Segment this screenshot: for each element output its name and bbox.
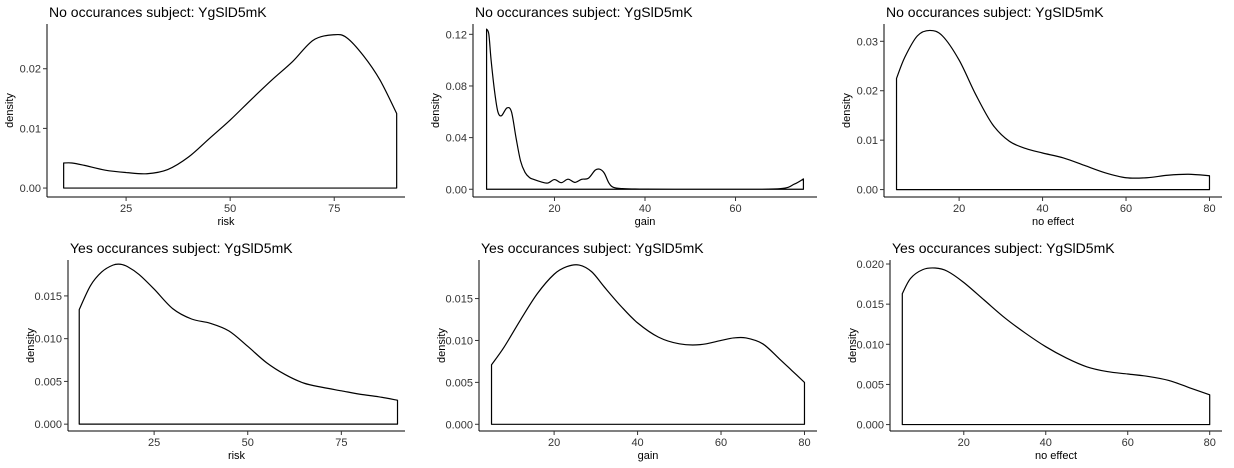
density-curve [901,267,1211,426]
density-curve [485,28,805,190]
y-tick-label: 0.00 [446,184,467,196]
x-tick-label: 50 [224,203,236,215]
y-tick-label: 0.000 [34,419,62,431]
y-tick-label: 0.01 [20,123,41,135]
y-axis-label: density [436,328,448,363]
y-axis-label: density [841,93,853,128]
x-tick-label: 40 [639,203,651,215]
y-tick-label: 0.010 [34,334,62,346]
x-axis-label: no effect [1035,450,1077,462]
x-tick-label: 25 [148,437,160,449]
y-tick-label: 0.00 [857,185,878,197]
panel-title: Yes occurances subject: YgSlD5mK [70,240,293,256]
x-axis-label: no effect [1032,216,1074,228]
x-tick-label: 20 [548,203,560,215]
y-tick-label: 0.000 [856,420,884,432]
x-tick-label: 75 [335,437,347,449]
x-tick-label: 80 [1204,437,1216,449]
y-tick-label: 0.005 [34,376,62,388]
y-tick-label: 0.015 [856,299,884,311]
density-panel-4: Yes occurances subject: YgSlD5mK 25 50 75 0.… [25,240,405,462]
y-tick-label: 0.04 [446,133,467,145]
y-tick-label: 0.02 [20,64,41,76]
density-panel-2: No occurances subject: YgSlD5mK 20 40 60 0.0… [430,4,817,228]
x-axis-label: gain [635,216,656,228]
x-tick-label: 40 [631,437,643,449]
x-tick-label: 50 [242,437,254,449]
panel-title: No occurances subject: YgSlD5mK [49,4,267,20]
density-panel-3: No occurances subject: YgSlD5mK 20 40 60 80 0… [841,4,1222,228]
y-tick-label: 0.12 [446,29,467,41]
y-tick-label: 0.010 [445,335,473,347]
x-axis-label: gain [638,450,659,462]
x-axis-label: risk [228,450,246,462]
x-tick-label: 80 [798,437,810,449]
y-axis-label: density [847,328,859,363]
x-tick-label: 40 [1040,437,1052,449]
y-tick-label: 0.020 [856,259,884,271]
density-curve [490,264,806,425]
x-tick-label: 75 [328,203,340,215]
y-tick-label: 0.005 [445,377,473,389]
y-axis-label: density [430,93,442,128]
density-panel-6: Yes occurances subject: YgSlD5mK 20 40 60 80… [847,240,1222,462]
panel-title: Yes occurances subject: YgSlD5mK [892,240,1115,256]
y-tick-label: 0.03 [857,36,878,48]
panel-title: Yes occurances subject: YgSlD5mK [481,240,704,256]
y-tick-label: 0.01 [857,135,878,147]
y-tick-label: 0.015 [34,291,62,303]
density-curve [895,29,1211,191]
density-panel-5: Yes occurances subject: YgSlD5mK 20 40 60 80… [436,240,817,462]
x-tick-label: 40 [1036,203,1048,215]
x-tick-label: 20 [548,437,560,449]
x-axis-label: risk [217,216,235,228]
x-tick-label: 60 [715,437,727,449]
density-panel-1: No occurances subject: YgSlD5mK 25 50 75 0.0… [4,4,405,228]
x-tick-label: 80 [1203,203,1215,215]
y-tick-label: 0.005 [856,379,884,391]
y-tick-label: 0.010 [856,339,884,351]
y-axis-label: density [25,328,37,363]
y-tick-label: 0.015 [445,294,473,306]
x-tick-label: 60 [1122,437,1134,449]
panel-title: No occurances subject: YgSlD5mK [475,4,693,20]
y-tick-label: 0.000 [445,419,473,431]
y-axis-label: density [4,93,16,128]
x-tick-label: 60 [1120,203,1132,215]
density-curve [63,33,398,189]
x-tick-label: 20 [958,437,970,449]
x-tick-label: 25 [120,203,132,215]
x-tick-label: 60 [729,203,741,215]
y-tick-label: 0.00 [20,183,41,195]
panel-title: No occurances subject: YgSlD5mK [886,4,1104,20]
x-tick-label: 20 [953,203,965,215]
y-tick-label: 0.08 [446,81,467,93]
density-curve [78,263,399,425]
y-tick-label: 0.02 [857,86,878,98]
